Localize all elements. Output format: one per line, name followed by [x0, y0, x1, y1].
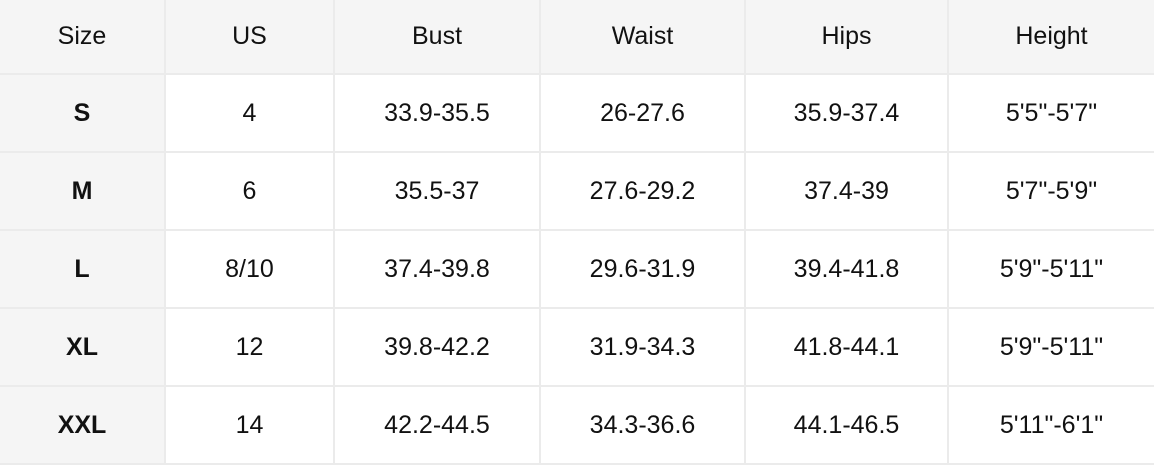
- cell-us: 14: [164, 385, 335, 465]
- cell-us: 8/10: [164, 229, 335, 309]
- cell-height: 5'7"-5'9": [947, 151, 1154, 231]
- table-row: XXL 14 42.2-44.5 34.3-36.6 44.1-46.5 5'11"-6'…: [0, 385, 1154, 465]
- cell-size: M: [0, 151, 166, 231]
- table-row: XL 12 39.8-42.2 31.9-34.3 41.8-44.1 5'9"-5'11…: [0, 307, 1154, 387]
- cell-us: 4: [164, 73, 335, 153]
- cell-size: S: [0, 73, 166, 153]
- cell-hips: 39.4-41.8: [744, 229, 949, 309]
- table-row: M 6 35.5-37 27.6-29.2 37.4-39 5'7"-5'9": [0, 151, 1154, 231]
- cell-hips: 37.4-39: [744, 151, 949, 231]
- cell-waist: 34.3-36.6: [539, 385, 746, 465]
- cell-us: 12: [164, 307, 335, 387]
- table-row: S 4 33.9-35.5 26-27.6 35.9-37.4 5'5"-5'7": [0, 73, 1154, 153]
- cell-waist: 26-27.6: [539, 73, 746, 153]
- header-waist: Waist: [539, 0, 746, 75]
- cell-height: 5'5"-5'7": [947, 73, 1154, 153]
- header-row: Size US Bust Waist Hips Height: [0, 0, 1154, 75]
- cell-hips: 41.8-44.1: [744, 307, 949, 387]
- cell-waist: 29.6-31.9: [539, 229, 746, 309]
- cell-bust: 42.2-44.5: [333, 385, 541, 465]
- table-row: L 8/10 37.4-39.8 29.6-31.9 39.4-41.8 5'9"-5'1…: [0, 229, 1154, 309]
- cell-us: 6: [164, 151, 335, 231]
- cell-size: XL: [0, 307, 166, 387]
- cell-bust: 33.9-35.5: [333, 73, 541, 153]
- cell-waist: 27.6-29.2: [539, 151, 746, 231]
- cell-size: L: [0, 229, 166, 309]
- cell-size: XXL: [0, 385, 166, 465]
- table-body: S 4 33.9-35.5 26-27.6 35.9-37.4 5'5"-5'7" M 6 35…: [0, 73, 1154, 465]
- cell-hips: 35.9-37.4: [744, 73, 949, 153]
- header-height: Height: [947, 0, 1154, 75]
- cell-bust: 37.4-39.8: [333, 229, 541, 309]
- cell-bust: 35.5-37: [333, 151, 541, 231]
- cell-height: 5'9"-5'11": [947, 229, 1154, 309]
- cell-height: 5'11"-6'1": [947, 385, 1154, 465]
- cell-hips: 44.1-46.5: [744, 385, 949, 465]
- header-hips: Hips: [744, 0, 949, 75]
- cell-bust: 39.8-42.2: [333, 307, 541, 387]
- header-bust: Bust: [333, 0, 541, 75]
- cell-height: 5'9"-5'11": [947, 307, 1154, 387]
- cell-waist: 31.9-34.3: [539, 307, 746, 387]
- header-size: Size: [0, 0, 166, 75]
- header-us: US: [164, 0, 335, 75]
